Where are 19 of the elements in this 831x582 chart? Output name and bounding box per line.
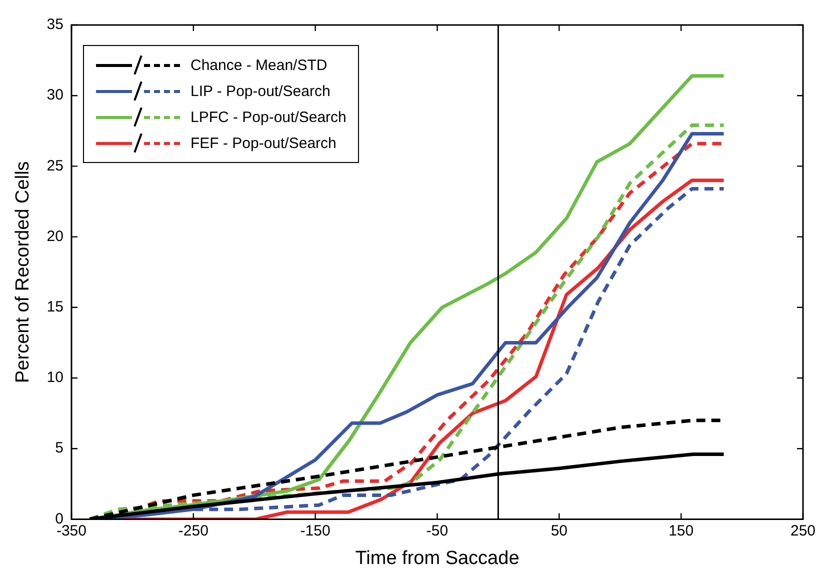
y-tick-label: 15 <box>46 298 64 316</box>
y-tick-label: 25 <box>46 157 64 174</box>
x-tick-label: -150 <box>300 522 330 540</box>
x-tick-label: -250 <box>178 522 208 540</box>
x-axis-title: Time from Saccade <box>355 548 520 569</box>
x-tick-label: 250 <box>790 522 816 540</box>
legend-label: FEF - Pop-out/Search <box>190 134 336 152</box>
y-tick-label: 30 <box>46 86 64 104</box>
legend-label: Chance - Mean/STD <box>190 56 328 74</box>
legend-label: LPFC - Pop-out/Search <box>190 108 346 126</box>
legend-label: LIP - Pop-out/Search <box>190 82 330 100</box>
y-axis-title: Percent of Recorded Cells <box>12 161 34 383</box>
x-tick-label: 150 <box>668 522 694 540</box>
y-tick-label: 5 <box>55 440 64 457</box>
x-tick-label: -50 <box>426 522 448 540</box>
y-tick-label: 10 <box>46 369 64 386</box>
y-tick-label: 20 <box>46 228 64 245</box>
x-tick-label: 50 <box>550 522 568 540</box>
y-tick-label: 35 <box>46 16 64 34</box>
